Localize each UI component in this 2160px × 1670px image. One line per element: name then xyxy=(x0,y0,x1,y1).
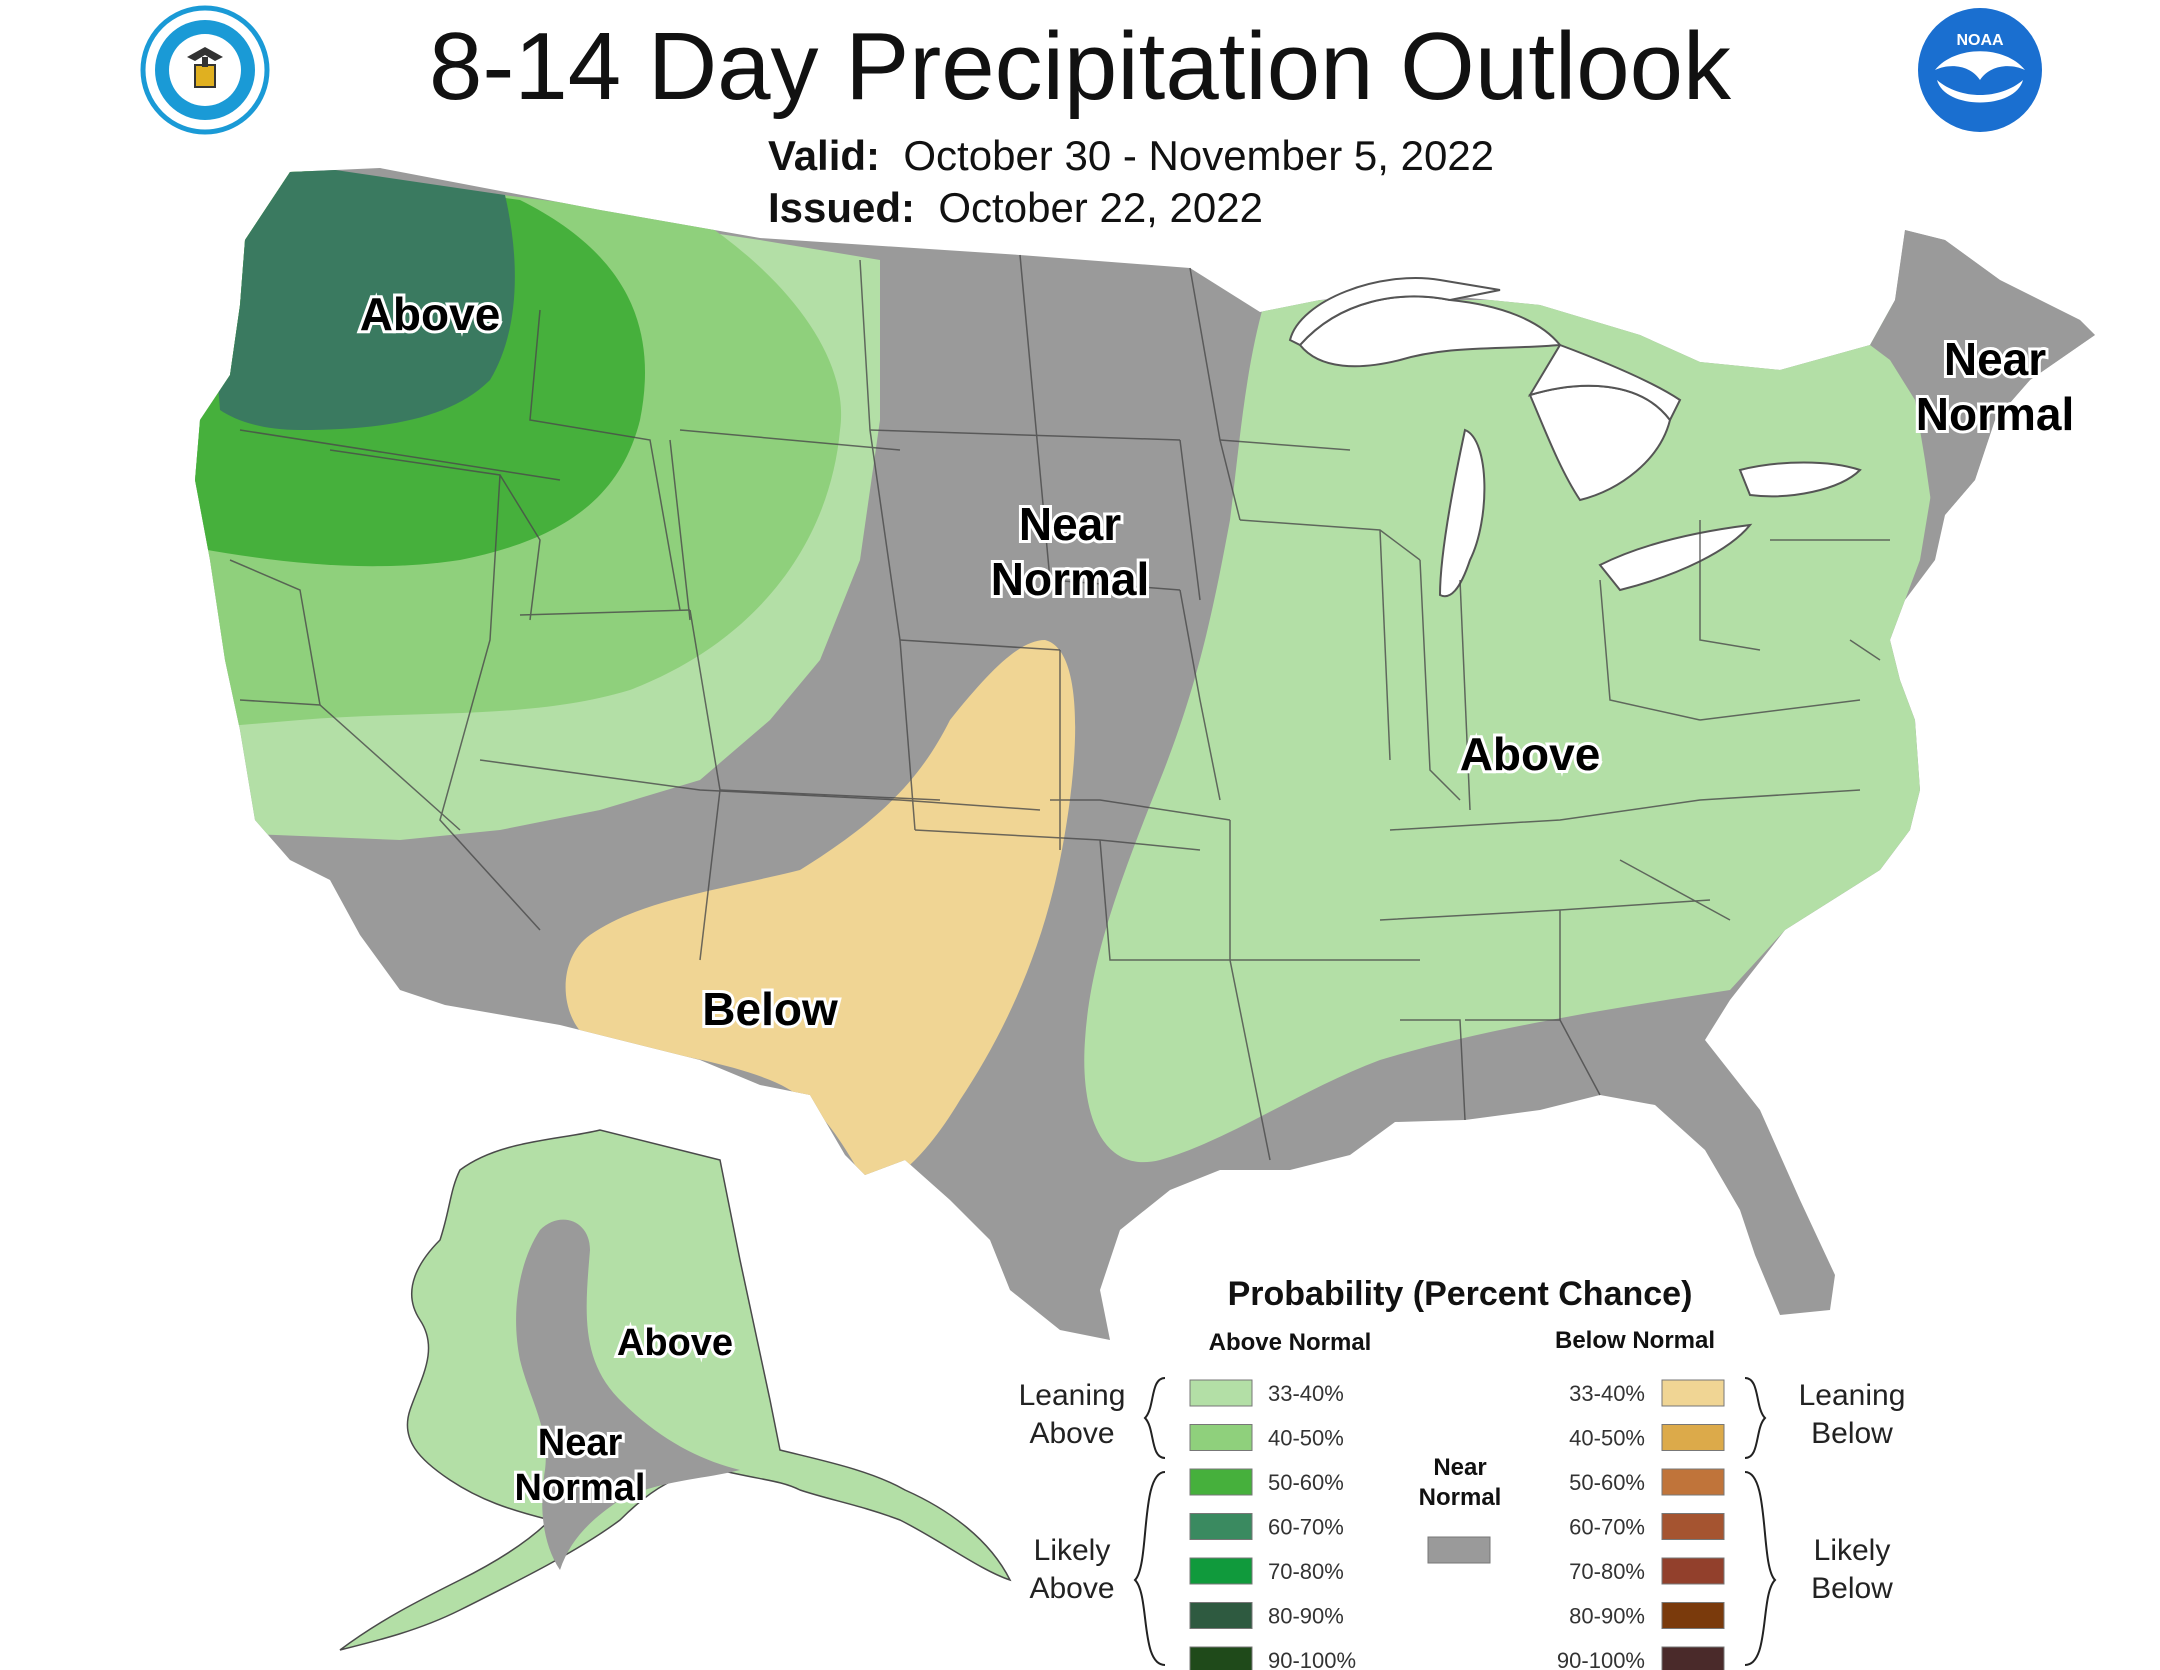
legend-below-swatch xyxy=(1661,1557,1725,1585)
legend-below-swatch xyxy=(1661,1424,1725,1451)
legend-above-label: 50-60% xyxy=(1268,1470,1344,1495)
label-east-above: Above xyxy=(1460,728,1601,780)
label-northeast-near-line2: Normal xyxy=(1916,388,2074,440)
label-northeast-near-line1: Near xyxy=(1944,333,2046,385)
valid-value: October 30 - November 5, 2022 xyxy=(903,132,1495,179)
legend-likely-below-line1: Likely xyxy=(1814,1534,1891,1567)
legend-below-swatch xyxy=(1661,1602,1725,1629)
label-alaska-above: Above xyxy=(617,1322,733,1364)
region-southwest-below-33-40 xyxy=(565,640,1076,1190)
lake-superior-north xyxy=(1288,277,1501,347)
alaska-outline xyxy=(339,1129,1012,1651)
label-plains-near-line2: Normal xyxy=(991,553,1149,605)
state-boundaries xyxy=(229,254,1890,1161)
lake-ontario xyxy=(1738,461,1862,498)
legend-leaning-below-line2: Below xyxy=(1811,1417,1893,1450)
map-region-labels: Above Near Normal Below Above Near Norma… xyxy=(357,285,2078,1512)
legend-above-header: Above Normal xyxy=(1209,1329,1372,1356)
legend-above-label: 80-90% xyxy=(1268,1604,1344,1629)
legend-leaning-below-line1: Leaning xyxy=(1799,1379,1906,1412)
lake-michigan xyxy=(1438,428,1486,598)
legend-below-label: 33-40% xyxy=(1569,1381,1645,1406)
issued-value: October 22, 2022 xyxy=(938,184,1263,231)
svg-text:NOAA: NOAA xyxy=(1956,32,2004,49)
legend-above-swatch xyxy=(1189,1424,1253,1451)
legend-below-label: 70-80% xyxy=(1569,1559,1645,1584)
valid-issued-block: Valid: October 30 - November 5, 2022 Iss… xyxy=(768,130,1494,234)
legend-below-label: 50-60% xyxy=(1569,1470,1645,1495)
label-northwest-above: Above xyxy=(360,288,501,340)
page-title: 8-14 Day Precipitation Outlook xyxy=(429,13,1731,120)
legend-below-header: Below Normal xyxy=(1555,1327,1715,1354)
legend-below-swatches: 33-40% 40-50% 50-60% 60-70% 70-80% 80-90% 90-1… xyxy=(1557,1379,1725,1670)
legend-leaning-above-line1: Leaning xyxy=(1019,1379,1126,1412)
region-east-above-33-40 xyxy=(1084,300,1935,1163)
legend-leaning-above-line2: Above xyxy=(1029,1417,1114,1450)
issued-line: Issued: October 22, 2022 xyxy=(768,182,1494,234)
legend-near-line1: Near xyxy=(1433,1454,1486,1481)
alaska-near-normal-region xyxy=(516,1219,740,1570)
legend-above-swatch xyxy=(1189,1602,1253,1629)
legend-near-swatch xyxy=(1427,1536,1491,1564)
legend-below-label: 40-50% xyxy=(1569,1426,1645,1451)
legend-below-label: 80-90% xyxy=(1569,1604,1645,1629)
legend-below-swatch xyxy=(1661,1379,1725,1407)
legend-above-swatch xyxy=(1189,1513,1253,1540)
legend-below-swatch xyxy=(1661,1468,1725,1496)
lake-erie xyxy=(1598,523,1753,592)
legend-above-label: 33-40% xyxy=(1268,1381,1344,1406)
legend-above-swatch xyxy=(1189,1379,1253,1407)
legend-braces xyxy=(1133,1377,1777,1666)
legend-above-swatch xyxy=(1189,1646,1253,1670)
legend-below-label: 60-70% xyxy=(1569,1515,1645,1540)
commerce-seal-logo xyxy=(140,5,270,135)
legend-below-label: 90-100% xyxy=(1557,1648,1645,1670)
great-lakes xyxy=(1288,277,1862,598)
valid-line: Valid: October 30 - November 5, 2022 xyxy=(768,130,1494,182)
alaska xyxy=(339,1129,1012,1651)
label-alaska-near-line1: Near xyxy=(538,1422,623,1464)
legend-likely-below-line2: Below xyxy=(1811,1572,1893,1605)
label-plains-near-line1: Near xyxy=(1019,498,1121,550)
region-northeast-near-normal xyxy=(1870,230,2095,530)
legend-likely-above-line1: Likely xyxy=(1034,1534,1111,1567)
legend-below-swatch xyxy=(1661,1513,1725,1540)
legend: Probability (Percent Chance) Above Norma… xyxy=(1019,1275,1906,1670)
legend-above-swatch xyxy=(1189,1557,1253,1585)
legend-title: Probability (Percent Chance) xyxy=(1228,1275,1693,1313)
noaa-logo: NOAA xyxy=(1918,8,2042,132)
legend-above-swatches: 33-40% 40-50% 50-60% 60-70% 70-80% 80-90% 90-1… xyxy=(1189,1379,1356,1670)
legend-below-swatch xyxy=(1661,1646,1725,1670)
label-southwest-below: Below xyxy=(702,983,838,1035)
legend-above-label: 40-50% xyxy=(1268,1426,1344,1451)
legend-above-swatch xyxy=(1189,1468,1253,1496)
region-west-above-60-70 xyxy=(200,168,515,430)
label-alaska-near-line2: Normal xyxy=(515,1467,646,1509)
issued-label: Issued: xyxy=(768,184,916,231)
legend-above-label: 90-100% xyxy=(1268,1648,1356,1670)
canada-lakes-region xyxy=(1527,343,1682,422)
legend-above-label: 70-80% xyxy=(1268,1559,1344,1584)
legend-above-label: 60-70% xyxy=(1268,1515,1344,1540)
legend-likely-above-line2: Above xyxy=(1029,1572,1114,1605)
legend-near-line2: Normal xyxy=(1419,1484,1502,1511)
valid-label: Valid: xyxy=(768,132,881,179)
